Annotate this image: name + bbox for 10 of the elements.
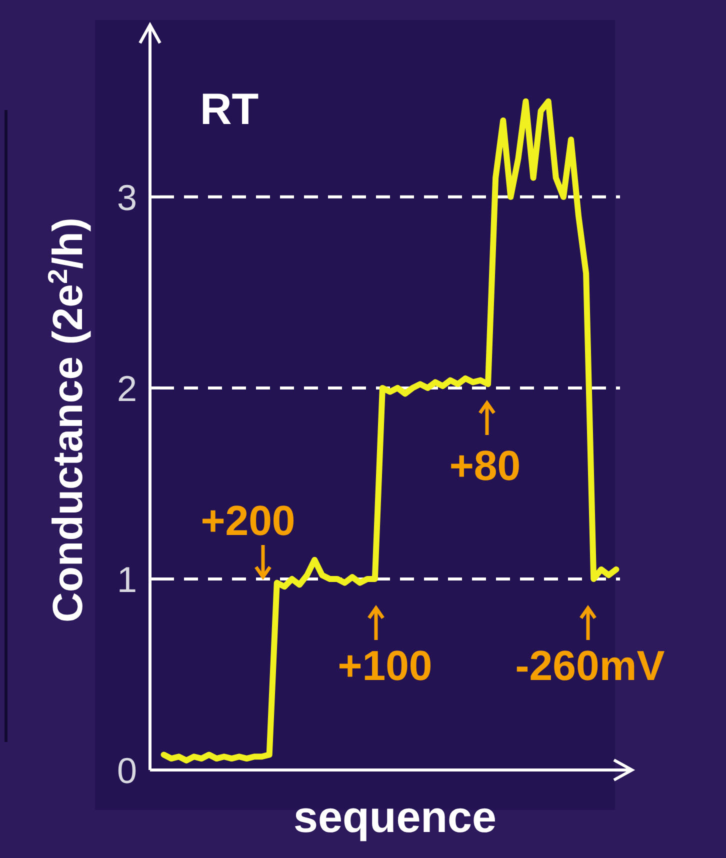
annotation: +100 xyxy=(338,642,432,689)
y-tick-label: 0 xyxy=(116,750,138,791)
annotation: RT xyxy=(200,85,259,134)
x-axis-title: sequence xyxy=(294,793,496,842)
y-tick-label: 2 xyxy=(116,368,138,409)
y-tick-label: 3 xyxy=(116,176,138,218)
y-tick-label: 1 xyxy=(116,558,138,600)
annotation: +80 xyxy=(449,442,521,489)
annotation: +200 xyxy=(200,497,296,544)
annotation: -260mV xyxy=(515,642,665,689)
